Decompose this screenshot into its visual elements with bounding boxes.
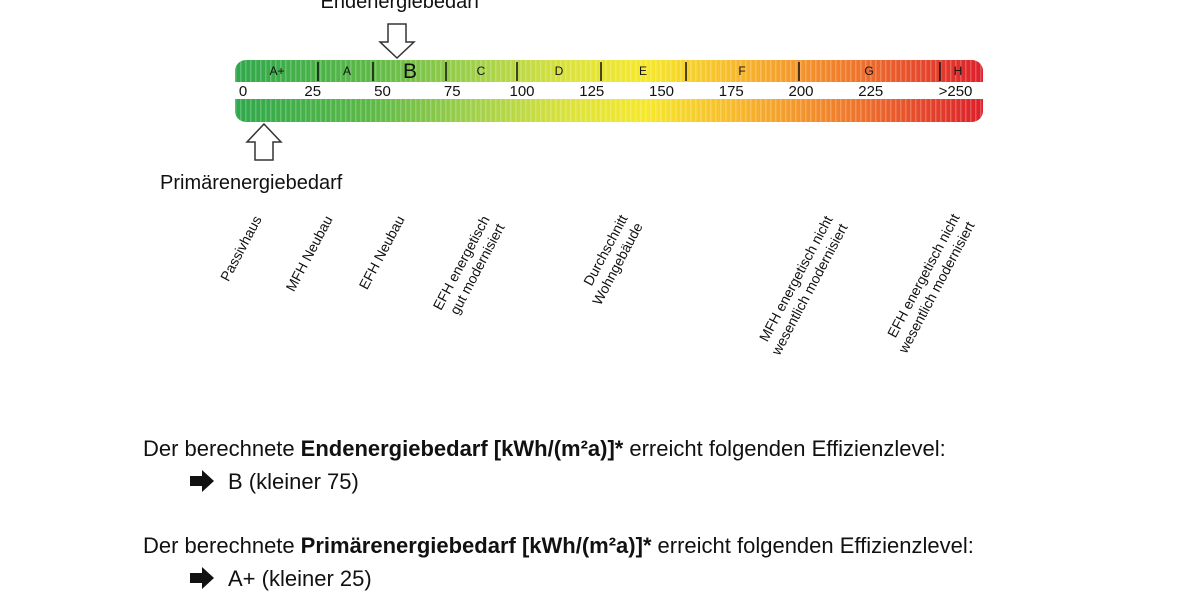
class-label: D — [555, 64, 564, 78]
tick-label: 150 — [649, 83, 674, 100]
statement-term: Primärenergiebedarf [kWh/(m²a)]* — [301, 533, 652, 558]
class-label: H — [954, 64, 963, 78]
building-type-line: MFH Neubau — [282, 213, 335, 294]
building-type-line: Passivhaus — [217, 213, 265, 284]
statement: Der berechnete Primärenergiebedarf [kWh/(… — [143, 533, 974, 558]
tick-label: 125 — [579, 83, 604, 100]
tick-label: 0 — [239, 83, 247, 100]
tick-label: 225 — [858, 83, 883, 100]
tick-label: >250 — [939, 83, 973, 100]
class-label: E — [639, 64, 647, 78]
tick-label: 100 — [509, 83, 534, 100]
tick-label: 175 — [719, 83, 744, 100]
class-label: G — [864, 64, 873, 78]
building-type: Passivhaus — [217, 213, 265, 284]
tick-label: 50 — [374, 83, 391, 100]
end-arrow — [378, 23, 416, 60]
statement-result: A+ (kleiner 25) — [228, 566, 372, 591]
scale-bar — [235, 60, 983, 122]
statement-result: B (kleiner 75) — [228, 469, 359, 494]
statement-prefix: Der berechnete — [143, 533, 295, 558]
primary-label: Primärenergiebedarf — [160, 172, 343, 194]
class-label: A+ — [269, 64, 284, 78]
arrow-icon — [190, 567, 214, 589]
statement: Der berechnete Endenergiebedarf [kWh/(m²a… — [143, 436, 946, 461]
building-type: MFH Neubau — [282, 213, 335, 294]
statement-prefix: Der berechnete — [143, 436, 295, 461]
building-type-line: EFH Neubau — [356, 213, 408, 292]
tick-label: 25 — [304, 83, 321, 100]
statement-term: Endenergiebedarf [kWh/(m²a)]* — [301, 436, 624, 461]
class-label: F — [738, 64, 745, 78]
primary-arrow — [245, 122, 283, 161]
statement-suffix: erreicht folgenden Effizienzlevel: — [658, 533, 974, 558]
class-label: A — [343, 64, 351, 78]
statement-suffix: erreicht folgenden Effizienzlevel: — [629, 436, 945, 461]
building-type: EFH Neubau — [356, 213, 408, 292]
tick-label: 75 — [444, 83, 461, 100]
class-label: C — [477, 64, 486, 78]
tick-label: 200 — [788, 83, 813, 100]
arrow-icon — [190, 470, 214, 492]
class-label: B — [403, 60, 417, 83]
end-label: Endenergiebedarf — [320, 0, 479, 13]
